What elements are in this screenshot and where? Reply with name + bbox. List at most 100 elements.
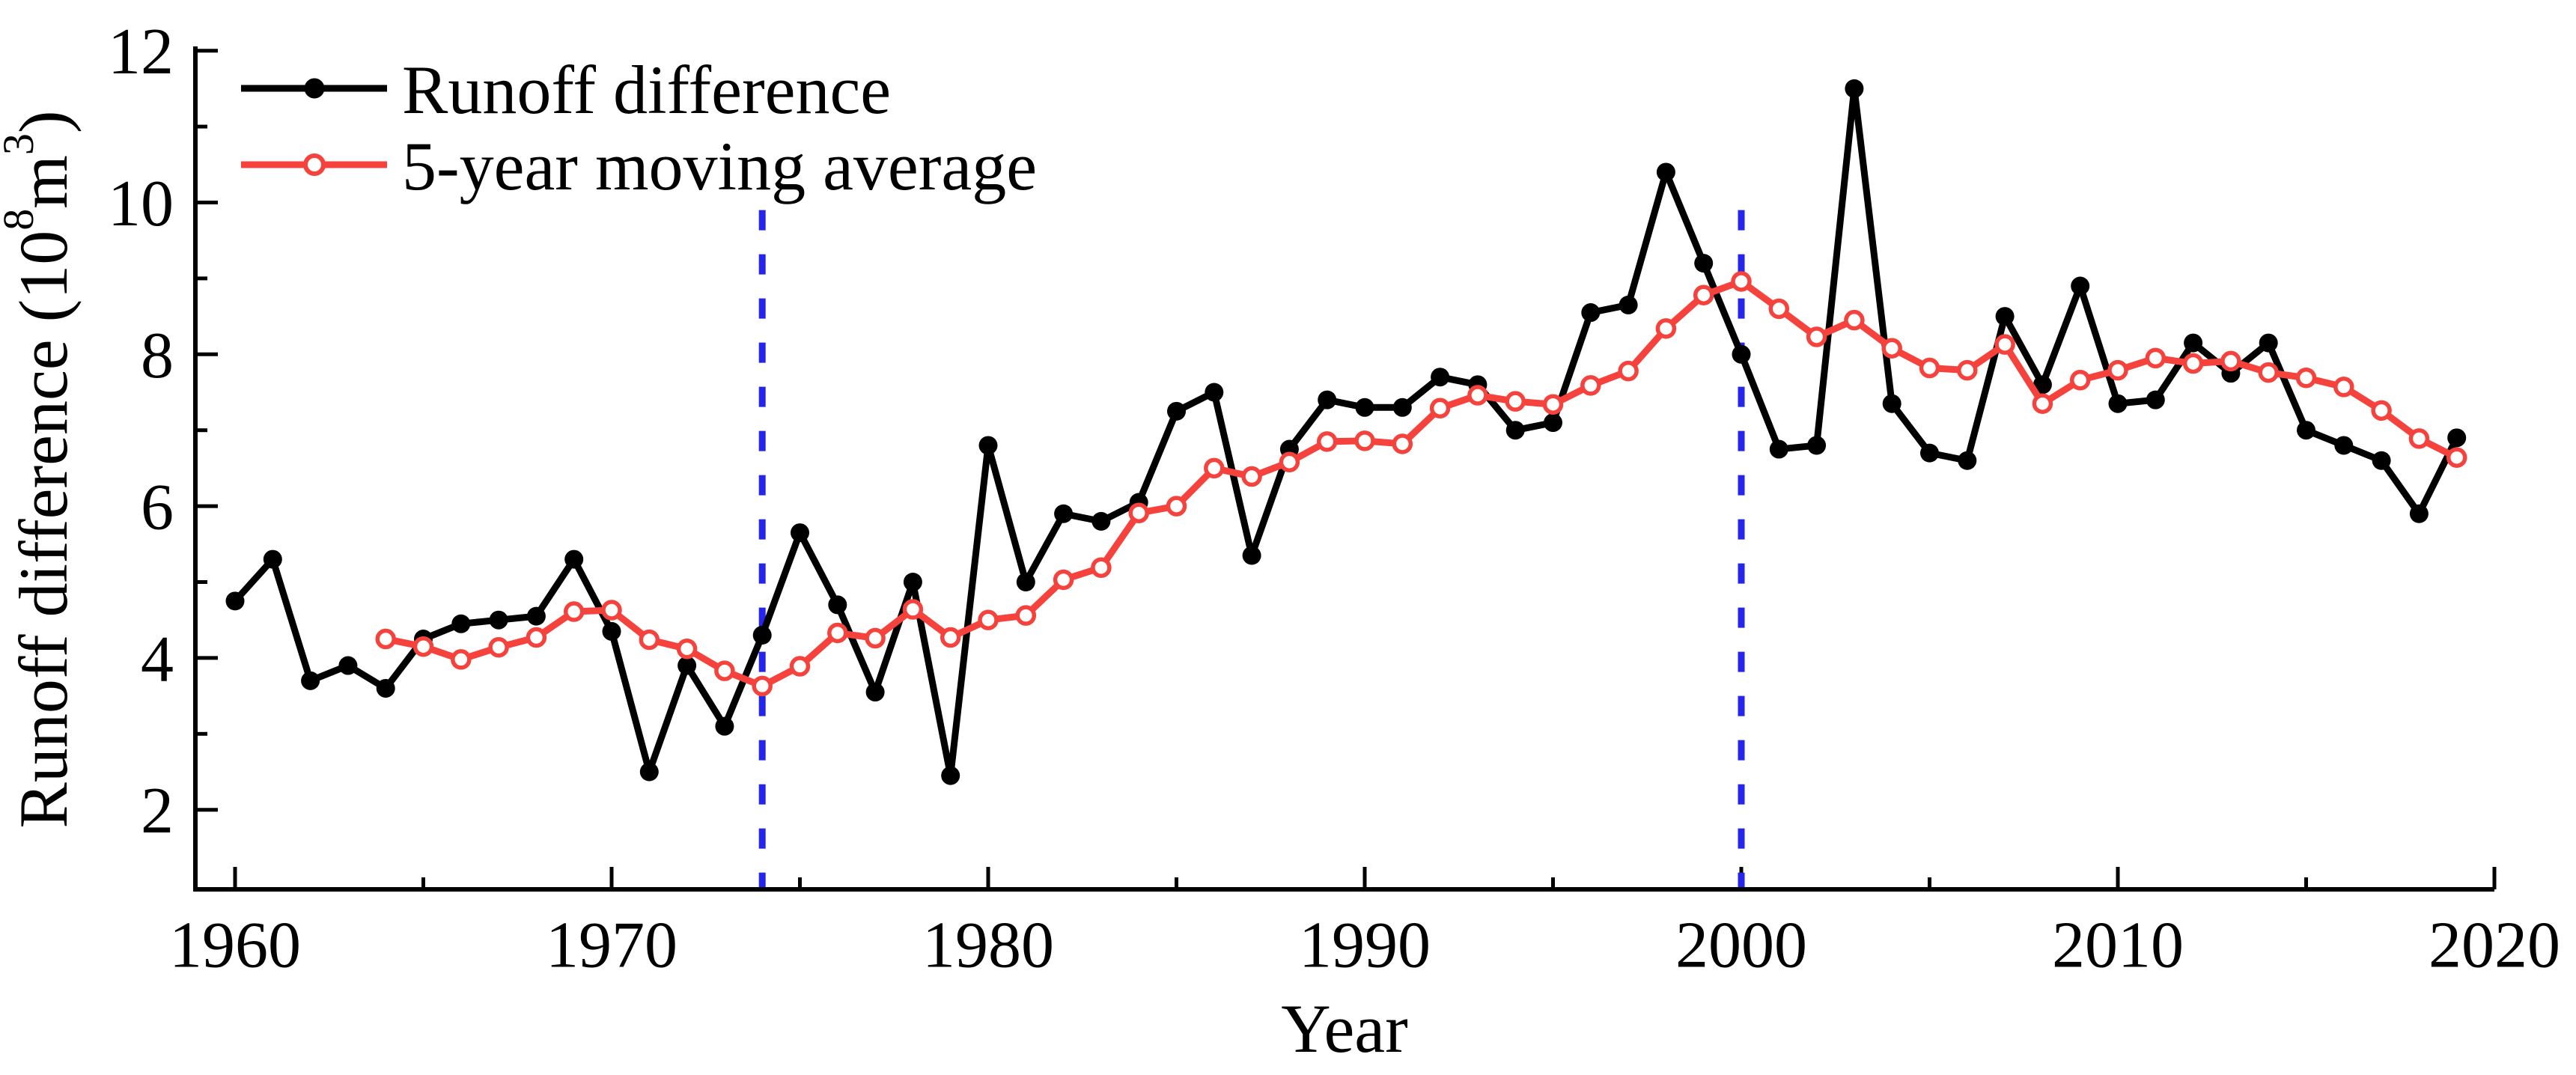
point-moving-average-2016	[2333, 377, 2354, 398]
point-moving-average-2013	[2220, 350, 2241, 372]
point-runoff-difference-2019	[2447, 428, 2467, 448]
point-runoff-difference-1991	[1392, 398, 1412, 417]
point-moving-average-1981	[1015, 605, 1037, 626]
point-moving-average-1977	[865, 627, 886, 649]
point-runoff-difference-2003	[1845, 79, 1864, 98]
point-moving-average-2006	[1957, 359, 1978, 381]
point-runoff-difference-1979	[941, 766, 960, 785]
point-runoff-difference-2018	[2409, 504, 2429, 523]
point-runoff-difference-2016	[2334, 436, 2354, 455]
point-moving-average-1989	[1316, 431, 1338, 452]
point-runoff-difference-2011	[2146, 390, 2165, 409]
point-moving-average-1993	[1467, 385, 1488, 406]
point-runoff-difference-2010	[2108, 394, 2128, 413]
point-runoff-difference-1975	[791, 523, 809, 543]
point-moving-average-2004	[1881, 338, 1902, 359]
point-runoff-difference-1995	[1544, 413, 1562, 433]
point-moving-average-1985	[1166, 496, 1187, 517]
point-moving-average-2011	[2145, 347, 2167, 369]
point-moving-average-2009	[2069, 370, 2091, 391]
point-runoff-difference-1990	[1355, 398, 1374, 417]
x-tick-label-2020: 2020	[2429, 910, 2560, 982]
point-runoff-difference-1967	[489, 610, 508, 630]
point-moving-average-1992	[1429, 398, 1451, 419]
point-moving-average-1969	[563, 601, 585, 622]
point-runoff-difference-2012	[2184, 333, 2203, 353]
point-runoff-difference-1978	[903, 573, 922, 591]
point-runoff-difference-1998	[1656, 162, 1675, 182]
point-moving-average-1995	[1542, 394, 1564, 415]
point-moving-average-1965	[412, 636, 434, 657]
point-moving-average-1964	[375, 628, 396, 650]
legend-marker-open-circle	[303, 153, 326, 176]
point-runoff-difference-1973	[715, 716, 734, 736]
y-axis-title: Runoff difference (108m3)	[0, 111, 82, 829]
point-moving-average-1991	[1392, 433, 1413, 454]
point-runoff-difference-2017	[2372, 451, 2391, 470]
point-moving-average-2019	[2446, 447, 2467, 468]
legend-item-runoff-difference: Runoff difference	[241, 52, 891, 128]
point-moving-average-2000	[1731, 271, 1752, 292]
point-moving-average-1997	[1618, 360, 1639, 382]
legend-label-runoff-difference: Runoff difference	[402, 52, 891, 128]
x-tick-label-1970: 1970	[546, 910, 678, 982]
y-tick-label-10: 10	[108, 168, 174, 240]
axes	[193, 46, 2494, 892]
point-runoff-difference-1961	[263, 549, 282, 569]
y-tick-label-12: 12	[108, 16, 174, 88]
point-runoff-difference-1987	[1242, 546, 1261, 565]
x-axis-title: Year	[1281, 990, 1408, 1067]
point-moving-average-1987	[1241, 466, 1262, 487]
point-runoff-difference-1974	[752, 625, 772, 645]
point-moving-average-2010	[2107, 359, 2128, 381]
point-runoff-difference-2009	[2071, 276, 2090, 296]
point-moving-average-1999	[1693, 284, 1714, 305]
x-tick-label-1980: 1980	[922, 910, 1054, 982]
point-moving-average-1990	[1354, 430, 1375, 451]
y-axis-title-superscript-3: 3	[0, 133, 43, 155]
point-moving-average-2017	[2371, 400, 2392, 421]
x-tick-label-1990: 1990	[1299, 910, 1431, 982]
point-runoff-difference-1997	[1619, 295, 1638, 314]
y-tick-label-6: 6	[141, 472, 174, 544]
y-axis-title-superscript-8: 8	[0, 209, 43, 231]
point-moving-average-2012	[2182, 353, 2204, 374]
y-tick-label-8: 8	[141, 320, 174, 392]
point-moving-average-1974	[752, 675, 773, 697]
tick-labels: 2 4 6 8 10 12 1960 1970 1980 1990 2000 2010 2020	[108, 16, 2560, 981]
point-moving-average-1966	[451, 649, 472, 670]
legend-label-moving-average: 5-year moving average	[402, 128, 1037, 204]
legend-item-moving-average: 5-year moving average	[241, 128, 1037, 204]
point-runoff-difference-1964	[376, 678, 395, 698]
point-runoff-difference-1996	[1581, 303, 1601, 323]
y-axis-title-prefix: Runoff difference (10	[5, 231, 82, 829]
point-runoff-difference-1977	[865, 683, 885, 702]
point-runoff-difference-2002	[1807, 436, 1827, 455]
point-runoff-difference-1968	[526, 606, 546, 626]
point-moving-average-1982	[1053, 569, 1074, 591]
point-moving-average-1996	[1580, 375, 1601, 396]
point-runoff-difference-1986	[1205, 383, 1224, 402]
legend: Runoff difference 5-year moving average	[241, 52, 1037, 204]
point-moving-average-1994	[1505, 391, 1526, 412]
point-runoff-difference-1963	[338, 656, 358, 675]
point-moving-average-2008	[2032, 393, 2053, 414]
y-axis-title-suffix: )	[5, 111, 82, 134]
point-moving-average-2003	[1844, 309, 1865, 331]
point-runoff-difference-2007	[1995, 307, 2015, 326]
x-tick-label-2000: 2000	[1675, 910, 1807, 982]
point-runoff-difference-1969	[564, 549, 584, 569]
point-runoff-difference-1999	[1694, 254, 1714, 273]
y-axis-title-m: m	[5, 155, 82, 209]
point-moving-average-2014	[2258, 362, 2279, 383]
point-runoff-difference-1976	[828, 595, 847, 615]
point-runoff-difference-2001	[1769, 439, 1788, 459]
legend-marker-filled-circle	[304, 78, 325, 99]
x-tick-label-1960: 1960	[169, 910, 301, 982]
point-runoff-difference-1983	[1091, 511, 1111, 531]
point-runoff-difference-1960	[225, 591, 245, 611]
point-moving-average-1967	[488, 636, 509, 658]
point-moving-average-1971	[639, 629, 660, 651]
